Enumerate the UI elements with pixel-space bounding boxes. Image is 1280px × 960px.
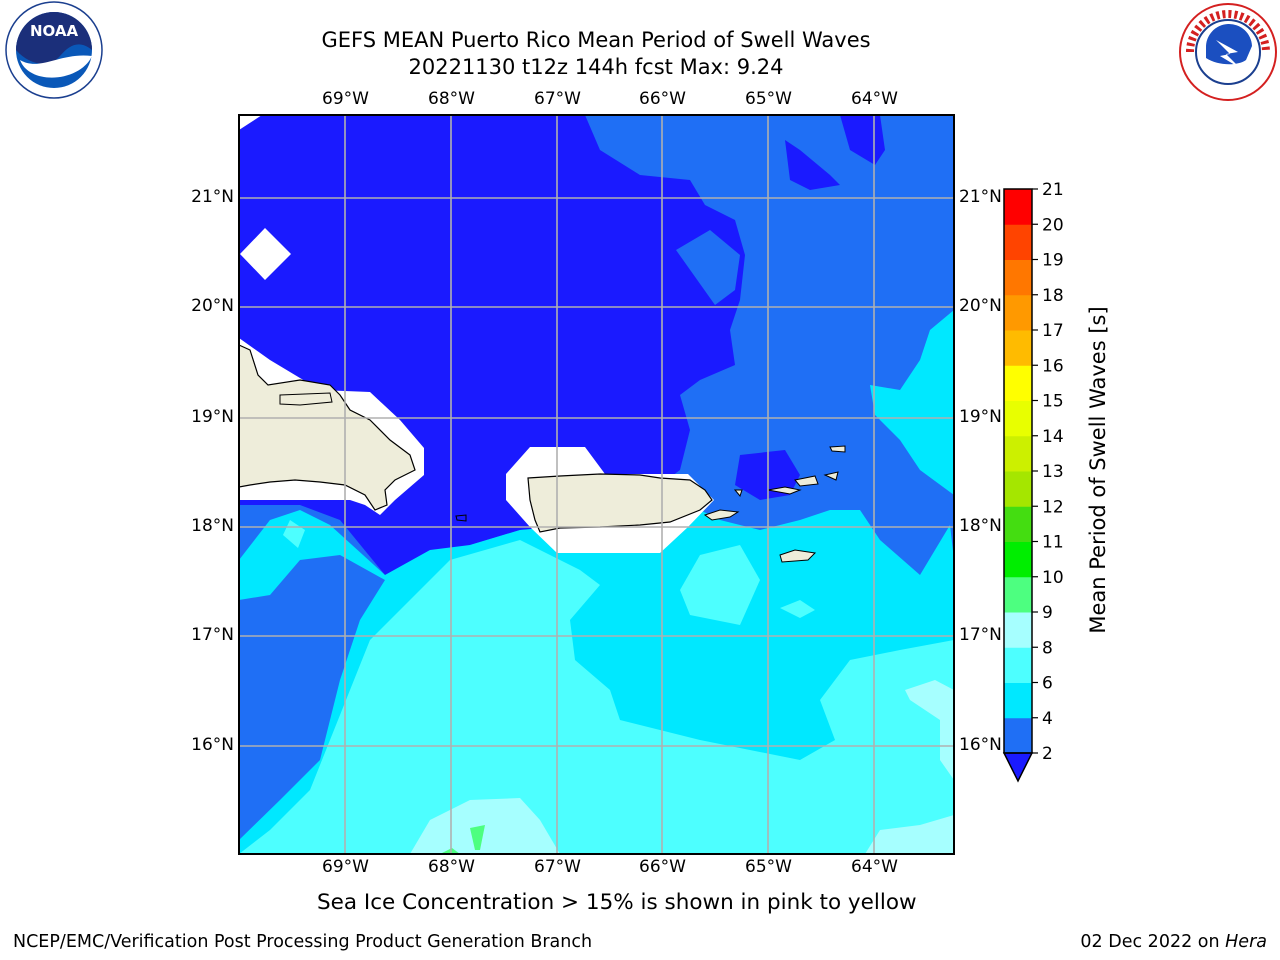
colorbar-tick-label: 11	[1042, 533, 1064, 553]
lat-label-left: 19°N	[191, 407, 234, 427]
lat-label-left: 18°N	[191, 516, 234, 536]
colorbar-bin	[1004, 400, 1032, 437]
colorbar-bin	[1004, 541, 1032, 578]
lon-label-bottom: 66°W	[639, 857, 686, 877]
land-island	[279, 392, 333, 406]
colorbar-tick-label: 13	[1042, 462, 1064, 482]
lon-label-top: 64°W	[851, 89, 898, 109]
swell-region-8-9s	[905, 680, 954, 780]
colorbar-bin	[1004, 365, 1032, 401]
land-virgin-islands	[794, 475, 819, 487]
colorbar-bin	[1004, 330, 1032, 366]
colorbar-bin	[1004, 435, 1032, 472]
lon-label-bottom: 69°W	[322, 857, 369, 877]
colorbar-bin	[1004, 506, 1032, 542]
lat-label-right: 21°N	[959, 187, 1002, 207]
lat-label-right: 18°N	[959, 516, 1002, 536]
swell-region-8-9s	[865, 815, 954, 854]
colorbar-bin	[1004, 294, 1032, 331]
colorbar-bin	[1004, 259, 1032, 296]
colorbar-label: Mean Period of Swell Waves [s]	[1086, 306, 1110, 634]
masked-region	[240, 228, 291, 280]
swell-region-6-8s	[680, 545, 760, 625]
lon-label-bottom: 68°W	[428, 857, 475, 877]
colorbar-bin	[1004, 612, 1032, 648]
land-island	[823, 471, 839, 481]
swell-region-8-9s	[410, 798, 560, 854]
colorbar-tick-label: 10	[1042, 568, 1064, 588]
land-vieques	[703, 509, 740, 521]
colorbar-tick-label: 6	[1042, 674, 1053, 694]
colorbar-tick-label: 8	[1042, 638, 1053, 658]
colorbar-tick-label: 15	[1042, 392, 1064, 412]
lat-label-left: 17°N	[191, 625, 234, 645]
swell-region-2-4s	[239, 555, 385, 840]
swell-region-6-8s	[780, 600, 815, 618]
footer-host: Hera	[1225, 932, 1267, 952]
footer-branch: NCEP/EMC/Verification Post Processing Pr…	[13, 932, 593, 952]
lat-label-left: 21°N	[191, 187, 234, 207]
lat-label-right: 17°N	[959, 625, 1002, 645]
colorbar-tick-label: 16	[1042, 356, 1064, 376]
lat-label-left: 16°N	[191, 735, 234, 755]
land-st-croix	[779, 549, 817, 563]
land-mona-island	[455, 514, 467, 522]
lat-label-left: 20°N	[191, 296, 234, 316]
land-puerto-rico	[527, 473, 713, 533]
nws-logo	[1176, 0, 1280, 104]
colorbar-tick-label: 17	[1042, 321, 1064, 341]
lon-label-top: 66°W	[639, 89, 686, 109]
map-title-line1: GEFS MEAN Puerto Rico Mean Period of Swe…	[321, 28, 871, 52]
colorbar-bin	[1004, 189, 1032, 225]
swell-region-6-8s	[239, 540, 954, 854]
swell-region-9-10s	[470, 825, 485, 850]
lon-label-top: 69°W	[322, 89, 369, 109]
colorbar-tick-label: 18	[1042, 286, 1064, 306]
land-hispaniola	[239, 344, 416, 511]
colorbar-tick-label: 9	[1042, 603, 1053, 623]
colorbar-bin	[1004, 224, 1032, 260]
land-island	[733, 489, 743, 498]
lon-label-top: 68°W	[428, 89, 475, 109]
map-frame	[238, 114, 955, 855]
map-title-line2: 20221130 t12z 144h fcst Max: 9.24	[408, 55, 784, 79]
colorbar-bin	[1004, 471, 1032, 507]
swell-region-4-6s	[870, 310, 954, 495]
colorbar-bin	[1004, 717, 1032, 754]
lat-label-right: 20°N	[959, 296, 1002, 316]
footer-date-text: 02 Dec 2022 on	[1080, 932, 1226, 952]
svg-text:NOAA: NOAA	[30, 22, 79, 40]
lon-label-bottom: 64°W	[851, 857, 898, 877]
noaa-logo: NOAA	[0, 0, 108, 104]
swell-region-9-10s	[440, 848, 460, 854]
colorbar-bin	[1004, 682, 1032, 719]
map-gridlines	[239, 115, 954, 854]
colorbar-under-triangle	[1002, 752, 1034, 783]
colorbar-tick-label: 14	[1042, 427, 1064, 447]
colorbar-tick-label: 4	[1042, 709, 1053, 729]
colorbar: 2 4 6 8 9 10 11 12 13 14 15 16 17 18 19 20 21	[1002, 180, 1064, 783]
lat-label-right: 16°N	[959, 735, 1002, 755]
lon-label-bottom: 67°W	[534, 857, 581, 877]
masked-region	[239, 115, 262, 130]
footer-date: 02 Dec 2022 on Hera	[1080, 932, 1267, 952]
swell-region-2-4s	[676, 230, 740, 305]
land-anguilla	[829, 445, 846, 453]
colorbar-bin	[1004, 576, 1032, 613]
land-virgin-islands	[767, 486, 802, 495]
colorbar-tick-label: 2	[1042, 744, 1053, 764]
swell-region-under-2s	[785, 140, 840, 190]
colorbar-tick-label: 19	[1042, 251, 1064, 271]
sea-ice-caption: Sea Ice Concentration > 15% is shown in …	[317, 890, 917, 915]
colorbar-tick-label: 21	[1042, 180, 1064, 200]
colorbar-tick-label: 20	[1042, 215, 1064, 235]
lat-label-right: 19°N	[959, 407, 1002, 427]
colorbar-tick-label: 12	[1042, 497, 1064, 517]
lon-label-bottom: 65°W	[745, 857, 792, 877]
lon-label-top: 67°W	[534, 89, 581, 109]
lon-label-top: 65°W	[745, 89, 792, 109]
colorbar-bin	[1004, 647, 1032, 683]
